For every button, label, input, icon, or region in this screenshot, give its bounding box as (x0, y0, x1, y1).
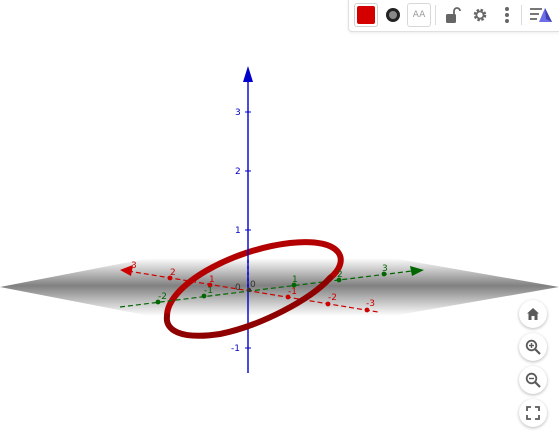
y-tick-label: 3 (382, 264, 388, 274)
z-tick-label: 1 (235, 226, 241, 236)
lock-icon (446, 7, 461, 23)
y-tick-label: 2 (337, 270, 343, 280)
point-style-icon (386, 8, 400, 22)
more-vert-icon (505, 7, 509, 23)
view-3d-icon (530, 8, 552, 22)
toolbar-divider (521, 5, 522, 25)
zoom-in-button[interactable] (519, 333, 547, 361)
origin-label: 0 (250, 280, 256, 290)
x-tick-label: 1 (209, 275, 215, 285)
color-button[interactable] (354, 3, 378, 27)
fullscreen-button[interactable] (519, 399, 547, 427)
lock-button[interactable] (441, 3, 465, 27)
zoom-in-icon (525, 339, 541, 355)
color-swatch-icon (357, 6, 375, 24)
y-tick-label: -2 (158, 292, 167, 302)
label-style-button[interactable]: AA (407, 3, 431, 27)
ellipse-front (163, 275, 333, 339)
x-tick-label: -1 (288, 287, 297, 297)
settings-button[interactable] (468, 3, 492, 27)
y-tick-marks (155, 271, 387, 305)
ellipse-back (164, 239, 344, 319)
home-icon (527, 308, 539, 320)
style-toolbar: AA (348, 0, 559, 32)
x-tick-label: 2 (170, 268, 176, 278)
y-tick-label: 1 (292, 275, 298, 285)
y-axis-arrow (410, 266, 424, 276)
zoom-out-icon (525, 372, 541, 388)
z-tick-label: 2 (235, 167, 241, 177)
more-button[interactable] (495, 3, 519, 27)
x-tick-marks (167, 275, 370, 313)
x-tick-label: -2 (328, 293, 337, 303)
x-axis-arrow (120, 265, 133, 276)
y-axis (119, 270, 413, 308)
home-button[interactable] (519, 300, 547, 328)
z-ticks (245, 111, 251, 349)
point-style-button[interactable] (381, 3, 405, 27)
origin-point (246, 287, 252, 293)
origin-label: 0 (235, 283, 241, 293)
z-tick-label: -1 (231, 344, 240, 354)
zoom-out-button[interactable] (519, 366, 547, 394)
view-3d-button[interactable] (527, 3, 555, 27)
z-tick-label: 3 (235, 108, 241, 118)
fullscreen-icon (526, 406, 540, 420)
label-style-icon: AA (412, 10, 426, 20)
gear-icon (473, 8, 487, 22)
x-tick-label: 3 (131, 261, 137, 271)
x-tick-label: -3 (366, 299, 375, 309)
y-tick-label: -1 (204, 286, 213, 296)
z-axis-arrow (243, 66, 253, 82)
toolbar-divider (435, 5, 436, 25)
